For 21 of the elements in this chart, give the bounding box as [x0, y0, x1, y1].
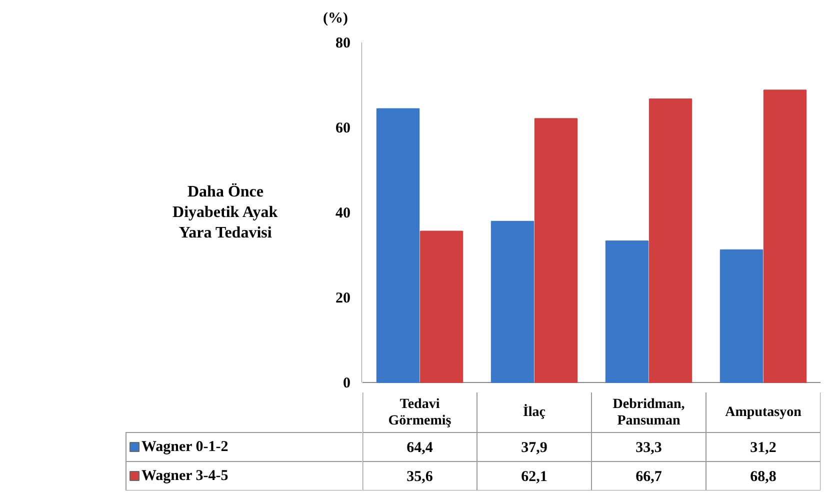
- y-tick-label: 20: [336, 290, 350, 306]
- x-tick-label: Tedavi Görmemiş: [388, 396, 452, 428]
- data-label: 64,4: [406, 440, 434, 456]
- y-tick-label: 80: [336, 36, 350, 52]
- data-label: 68,8: [750, 469, 776, 485]
- y-tick-label: 40: [336, 206, 350, 222]
- legend-label: Wagner 3-4-5: [142, 468, 228, 484]
- x-tick-label: Amputasyon: [725, 405, 802, 420]
- legend-label: Wagner 0-1-2: [142, 439, 228, 455]
- y-tick-label: 60: [336, 120, 350, 136]
- y-axis-title: Daha Önce Diyabetik Ayak Yara Tedavisi: [172, 182, 278, 242]
- data-label: 31,2: [750, 440, 776, 456]
- x-tick-label: Debridman, Pansuman: [612, 396, 685, 428]
- text: (%): [323, 10, 348, 26]
- data-label: 35,6: [406, 469, 434, 485]
- data-label: 66,7: [636, 469, 662, 485]
- data-label: 62,1: [521, 469, 548, 485]
- x-tick-label: İlaç: [522, 404, 546, 420]
- data-label: 33,3: [636, 440, 662, 456]
- data-label: 37,9: [521, 440, 548, 456]
- y-tick-label: 0: [343, 376, 350, 392]
